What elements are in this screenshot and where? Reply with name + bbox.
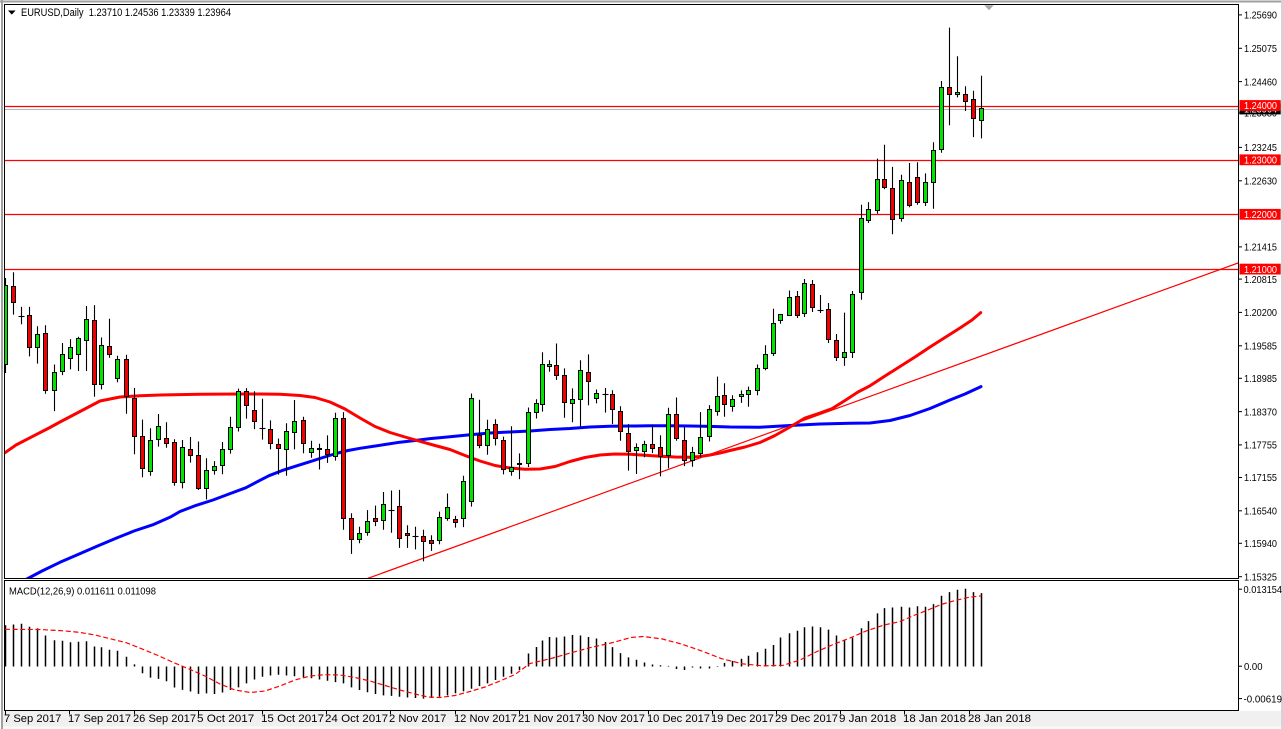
svg-text:28 Jan 2018: 28 Jan 2018: [968, 713, 1031, 725]
svg-text:1.21000: 1.21000: [1244, 264, 1277, 276]
svg-text:1.21415: 1.21415: [1244, 242, 1277, 254]
svg-text:1.17755: 1.17755: [1244, 440, 1277, 452]
svg-text:1.23000: 1.23000: [1244, 155, 1277, 167]
svg-text:18 Jan 2018: 18 Jan 2018: [903, 713, 966, 725]
svg-text:MACD(12,26,9) 0.011611 0.01109: MACD(12,26,9) 0.011611 0.011098: [9, 586, 156, 598]
svg-text:29 Dec 2017: 29 Dec 2017: [775, 713, 838, 725]
svg-text:1.16540: 1.16540: [1244, 506, 1277, 518]
svg-text:1.15940: 1.15940: [1244, 538, 1277, 550]
svg-text:1.19585: 1.19585: [1244, 341, 1277, 353]
svg-text:19 Dec 2017: 19 Dec 2017: [711, 713, 774, 725]
svg-text:1.17155: 1.17155: [1244, 472, 1277, 484]
svg-text:10 Dec 2017: 10 Dec 2017: [647, 713, 710, 725]
svg-text:1.22000: 1.22000: [1244, 209, 1277, 221]
svg-text:0.013154: 0.013154: [1244, 584, 1283, 596]
svg-text:1.23245: 1.23245: [1244, 142, 1277, 154]
svg-text:1.18985: 1.18985: [1244, 373, 1277, 385]
svg-text:26 Sep 2017: 26 Sep 2017: [133, 713, 196, 725]
svg-text:1.20200: 1.20200: [1244, 307, 1277, 319]
svg-text:5 Oct 2017: 5 Oct 2017: [197, 713, 254, 725]
svg-text:21 Nov 2017: 21 Nov 2017: [518, 713, 581, 725]
svg-text:1.18370: 1.18370: [1244, 406, 1277, 418]
svg-text:1.22630: 1.22630: [1244, 176, 1277, 188]
svg-text:30 Nov 2017: 30 Nov 2017: [582, 713, 645, 725]
svg-text:1.24000: 1.24000: [1244, 100, 1277, 112]
svg-text:17 Sep 2017: 17 Sep 2017: [68, 713, 131, 725]
svg-text:1.15325: 1.15325: [1244, 571, 1277, 583]
svg-text:15 Oct 2017: 15 Oct 2017: [261, 713, 324, 725]
svg-text:1.25075: 1.25075: [1244, 43, 1277, 55]
svg-text:1.24460: 1.24460: [1244, 76, 1277, 88]
svg-text:24 Oct 2017: 24 Oct 2017: [325, 713, 388, 725]
svg-text:1.25690: 1.25690: [1244, 10, 1277, 22]
svg-text:1.20815: 1.20815: [1244, 274, 1277, 286]
svg-text:7 Sep 2017: 7 Sep 2017: [4, 713, 61, 725]
svg-text:2 Nov 2017: 2 Nov 2017: [389, 713, 446, 725]
svg-text:9 Jan 2018: 9 Jan 2018: [839, 713, 896, 725]
svg-text:12 Nov 2017: 12 Nov 2017: [454, 713, 517, 725]
svg-text:-0.00619: -0.00619: [1244, 693, 1283, 705]
svg-text:EURUSD,Daily 1.23710 1.24536: EURUSD,Daily 1.23710 1.24536 1.23339 1.2…: [21, 7, 231, 19]
svg-text:0.00: 0.00: [1244, 661, 1263, 673]
